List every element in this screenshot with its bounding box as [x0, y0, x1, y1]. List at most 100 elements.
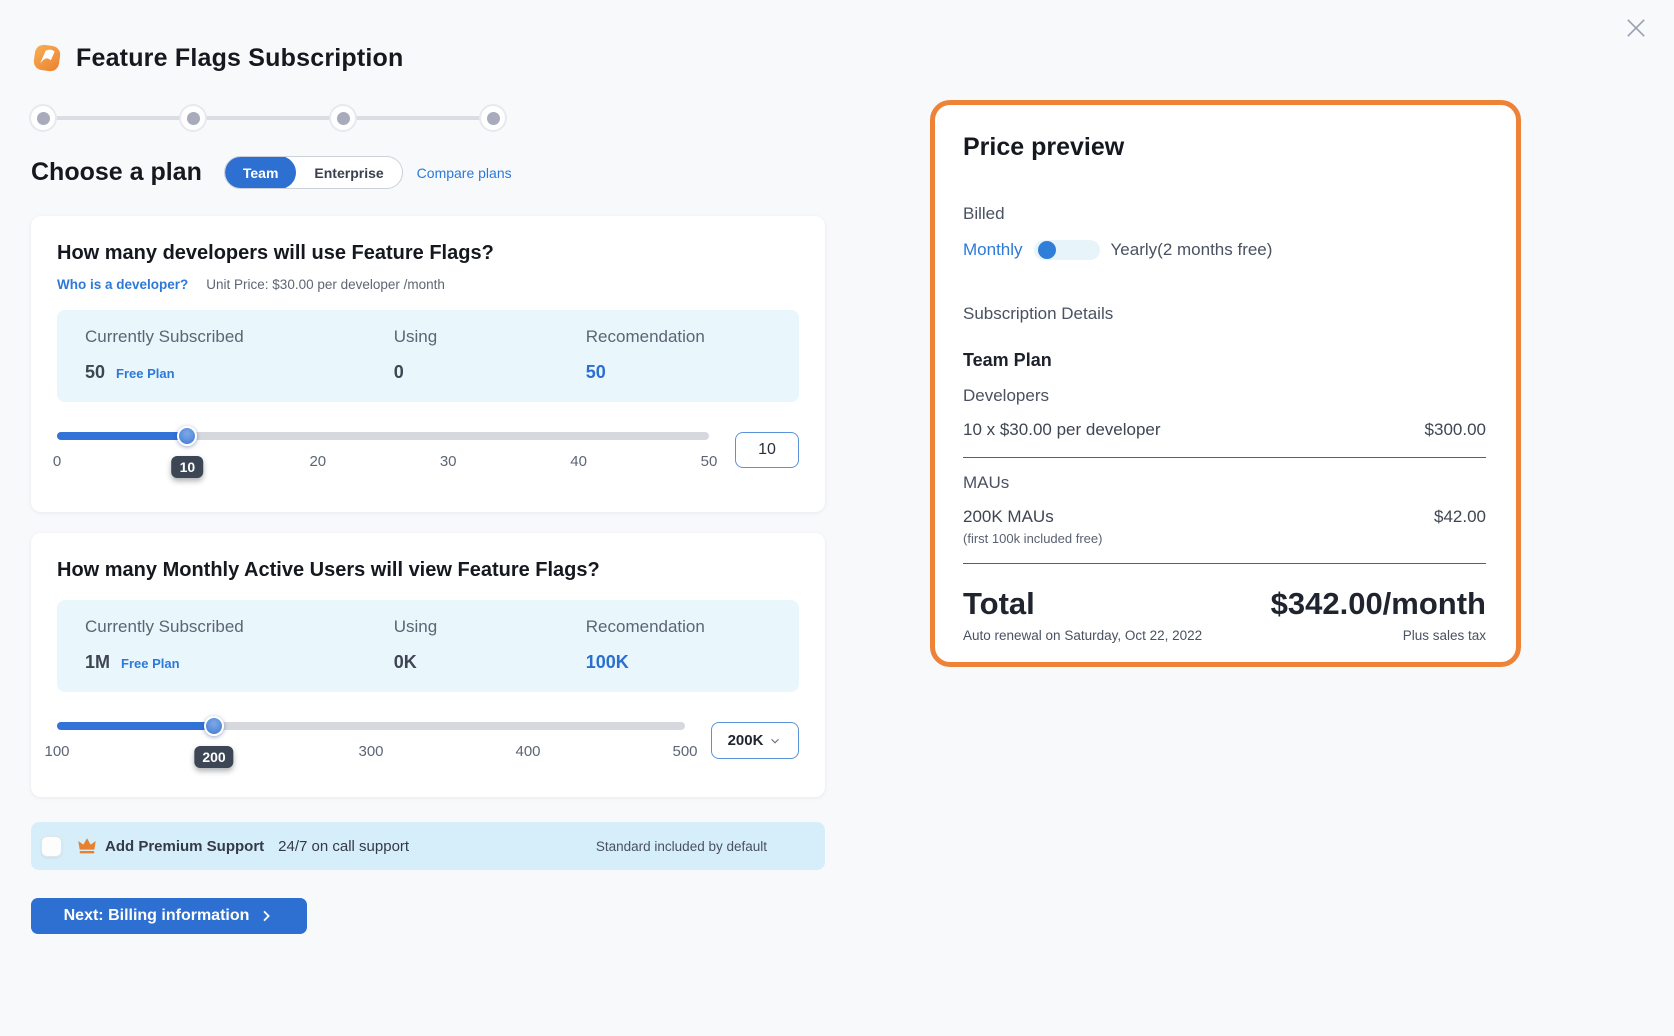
maus-slider-thumb[interactable]	[204, 716, 224, 736]
using-value: 0K	[393, 652, 417, 672]
divider	[963, 457, 1486, 458]
maus-slider-fill	[57, 722, 214, 730]
maus-slider-tooltip: 200	[194, 746, 234, 768]
premium-support-note: Standard included by default	[595, 838, 767, 854]
recommendation-value: 100K	[585, 652, 629, 672]
app-header: Feature Flags Subscription	[31, 42, 403, 74]
progress-stepper	[31, 106, 505, 130]
stepper-dot-1	[31, 106, 55, 130]
plan-type-toggle[interactable]: Team Enterprise	[223, 156, 403, 189]
subscribed-column: Currently Subscribed 50 Free Plan	[85, 327, 394, 383]
next-billing-label: Next: Billing information	[63, 907, 250, 924]
using-label: Using	[393, 327, 438, 346]
using-value: 0	[393, 362, 404, 382]
maus-dropdown[interactable]: 200K	[711, 722, 799, 759]
stepper-line	[41, 116, 495, 120]
maus-dropdown-value: 200K	[727, 732, 764, 749]
maus-slider-row: 100 300 400 500 200 200K	[44, 716, 799, 772]
close-icon[interactable]	[1622, 14, 1650, 42]
slider-tick: 30	[439, 453, 457, 470]
recommendation-column: Recomendation 50	[586, 327, 771, 383]
stepper-dot-4	[481, 106, 505, 130]
developers-card-title: How many developers will use Feature Fla…	[57, 242, 494, 264]
unit-price-text: Unit Price: $30.00 per developer /month	[206, 277, 445, 292]
developers-price-line: 10 x $30.00 per developer $300.00	[963, 420, 1486, 440]
recommendation-label: Recomendation	[585, 617, 705, 636]
tab-team[interactable]: Team	[224, 157, 297, 188]
subscribed-label: Currently Subscribed	[85, 617, 244, 636]
price-preview-title: Price preview	[963, 133, 1125, 161]
maus-slider-ticks: 100 300 400 500 200	[44, 738, 698, 772]
monthly-label[interactable]: Monthly	[963, 240, 1023, 259]
developers-card-meta: Who is a developer? Unit Price: $30.00 p…	[57, 277, 799, 292]
premium-support-description: 24/7 on call support	[278, 837, 410, 855]
slider-tick: 500	[672, 743, 698, 760]
choose-plan-heading: Choose a plan	[31, 158, 202, 186]
stepper-dot-3	[331, 106, 355, 130]
slider-tick: 0	[52, 453, 62, 470]
total-label: Total	[963, 586, 1035, 621]
premium-support-bar: Add Premium Support 24/7 on call support…	[31, 822, 825, 870]
maus-included-note: (first 100k included free)	[963, 531, 1103, 546]
divider	[963, 563, 1486, 564]
premium-support-checkbox[interactable]	[41, 835, 62, 857]
using-column: Using 0K	[394, 617, 586, 673]
recommendation-label: Recomendation	[585, 327, 705, 346]
developers-slider-row: 0 20 30 40 50 10	[53, 426, 799, 482]
billing-cycle-row: Monthly Yearly(2 months free)	[963, 240, 1486, 260]
developers-slider-thumb[interactable]	[177, 426, 198, 446]
subscription-details-label: Subscription Details	[963, 304, 1114, 323]
who-is-developer-link[interactable]: Who is a developer?	[57, 277, 189, 292]
maus-row-label: MAUs	[963, 473, 1010, 492]
free-plan-link[interactable]: Free Plan	[116, 366, 175, 381]
premium-support-label: Add Premium Support	[105, 837, 265, 855]
next-billing-button[interactable]: Next: Billing information	[31, 898, 307, 934]
using-label: Using	[393, 617, 438, 636]
chevron-down-icon	[771, 738, 780, 744]
crown-icon	[78, 838, 96, 854]
developers-price-desc: 10 x $30.00 per developer	[963, 420, 1161, 439]
plan-name: Team Plan	[963, 350, 1052, 370]
slider-tick: 50	[700, 453, 718, 470]
developers-price-amount: $300.00	[1424, 420, 1486, 439]
recommendation-value: 50	[585, 362, 606, 382]
subscribed-label: Currently Subscribed	[85, 327, 244, 346]
developers-slider-ticks: 0 20 30 40 50 10	[53, 448, 717, 482]
total-row: Total $342.00/month	[963, 586, 1486, 622]
billing-cycle-toggle[interactable]	[1033, 240, 1100, 260]
maus-slider[interactable]	[57, 716, 685, 736]
developers-slider-fill	[57, 432, 188, 440]
maus-price-line: 200K MAUs $42.00	[963, 507, 1486, 527]
using-column: Using 0	[394, 327, 586, 383]
maus-card-title: How many Monthly Active Users will view …	[57, 559, 600, 581]
slider-tick: 400	[515, 743, 541, 760]
developers-card: How many developers will use Feature Fla…	[31, 216, 825, 512]
compare-plans-link[interactable]: Compare plans	[416, 164, 512, 181]
subscribed-value: 1M	[85, 652, 111, 672]
yearly-label[interactable]: Yearly(2 months free)	[1110, 240, 1273, 259]
stepper-dot-2	[181, 106, 205, 130]
slider-tick: 300	[358, 743, 384, 760]
subscribed-value: 50	[85, 362, 106, 382]
total-footer: Auto renewal on Saturday, Oct 22, 2022 P…	[963, 628, 1486, 643]
toggle-knob	[1037, 241, 1056, 259]
developers-slider[interactable]	[57, 426, 709, 446]
feature-flags-logo-icon	[33, 44, 61, 72]
tab-enterprise[interactable]: Enterprise	[314, 164, 384, 181]
maus-stats-box: Currently Subscribed 1M Free Plan Using …	[57, 600, 799, 692]
maus-price-amount: $42.00	[1434, 507, 1486, 526]
renewal-note: Auto renewal on Saturday, Oct 22, 2022	[963, 628, 1203, 643]
recommendation-column: Recomendation 100K	[586, 617, 771, 673]
subscribed-column: Currently Subscribed 1M Free Plan	[85, 617, 394, 673]
slider-tick: 100	[44, 743, 70, 760]
sales-tax-note: Plus sales tax	[1402, 628, 1486, 643]
billed-label: Billed	[963, 204, 1005, 223]
maus-price-desc: 200K MAUs	[963, 507, 1054, 526]
price-preview-panel: Price preview Billed Monthly Yearly(2 mo…	[930, 100, 1521, 667]
developers-count-input[interactable]	[735, 432, 799, 468]
maus-card: How many Monthly Active Users will view …	[31, 533, 825, 797]
free-plan-link[interactable]: Free Plan	[121, 656, 180, 671]
slider-tick: 40	[570, 453, 587, 470]
total-amount: $342.00/month	[1270, 586, 1486, 621]
